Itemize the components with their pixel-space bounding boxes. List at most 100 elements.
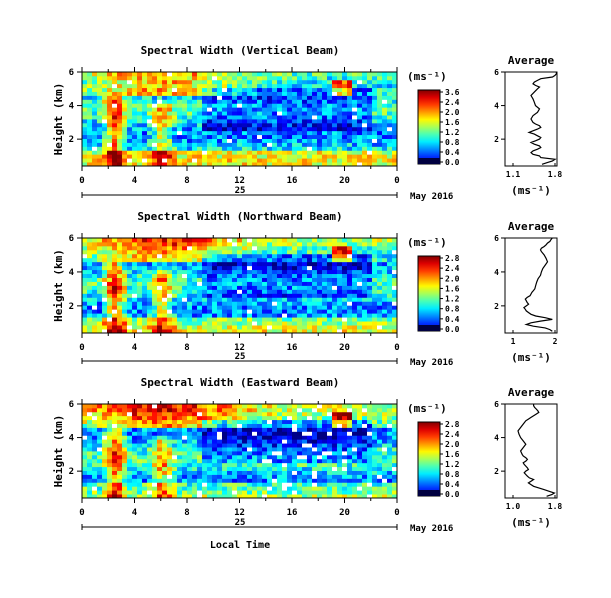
heatmap-cell (257, 99, 263, 104)
heatmap-cell (182, 253, 188, 259)
heatmap-cell (107, 111, 113, 116)
heatmap-cell (277, 107, 283, 112)
heatmap-cell (292, 470, 298, 475)
heatmap-cell (372, 439, 378, 444)
colorbar-tick-label: 0.4 (445, 480, 460, 489)
heatmap-cell (162, 494, 168, 499)
heatmap-cell (267, 404, 273, 409)
heatmap-cell (382, 103, 388, 108)
heatmap-cell (242, 486, 248, 491)
heatmap-cell (367, 122, 373, 128)
heatmap-cell (317, 75, 323, 81)
heatmap-cell (102, 321, 108, 326)
heatmap-cell (182, 87, 188, 92)
heatmap-cell (337, 126, 343, 132)
heatmap-cell (312, 265, 318, 271)
heatmap-cell (352, 439, 358, 444)
heatmap-cell (92, 293, 98, 298)
heatmap-cell (337, 329, 343, 334)
heatmap-cell (167, 454, 173, 460)
heatmap-cell (177, 478, 183, 483)
heatmap-cell (352, 91, 358, 96)
heatmap-cell (347, 431, 353, 436)
average-x-tick-label: 1.8 (548, 502, 563, 511)
heatmap-cell (297, 277, 303, 282)
heatmap-cell (197, 313, 203, 318)
heatmap-cell (137, 470, 143, 475)
heatmap-cell (102, 443, 108, 448)
heatmap-cell (162, 289, 168, 294)
heatmap-cell (247, 454, 253, 460)
heatmap-cell (187, 265, 193, 271)
heatmap-cell (207, 99, 213, 104)
heatmap-cell (187, 162, 193, 167)
heatmap-cell (172, 470, 178, 475)
heatmap-cell (197, 241, 203, 247)
heatmap-cell (372, 293, 378, 298)
heatmap-cell (262, 261, 268, 267)
heatmap-cell (172, 415, 178, 421)
heatmap-cell (297, 99, 303, 104)
heatmap-cell (377, 439, 383, 444)
heatmap-cell (262, 419, 268, 424)
heatmap-cell (332, 122, 338, 128)
heatmap-cell (372, 103, 378, 108)
heatmap-cell (312, 411, 318, 417)
heatmap-cell (327, 466, 333, 471)
heatmap-cell (92, 435, 98, 440)
heatmap-cell (242, 281, 248, 286)
heatmap-cell (232, 305, 238, 310)
heatmap-cell (197, 150, 203, 155)
heatmap-cell (327, 245, 333, 251)
heatmap-cell (192, 142, 198, 147)
heatmap-cell (262, 411, 268, 417)
heatmap-cell (307, 277, 313, 282)
heatmap-cell (357, 490, 363, 495)
heatmap-cell (172, 257, 178, 263)
heatmap-cell (202, 257, 208, 263)
heatmap-cell (197, 111, 203, 116)
heatmap-cell (247, 273, 253, 278)
heatmap-cell (147, 317, 153, 322)
heatmap-cell (97, 313, 103, 318)
heatmap-cell (142, 458, 148, 464)
heatmap-cell (272, 474, 278, 479)
heatmap-cell (212, 158, 218, 163)
heatmap-cell (372, 142, 378, 147)
heatmap-cell (302, 482, 308, 487)
heatmap-cell (172, 494, 178, 499)
heatmap-cell (392, 325, 398, 330)
heatmap-cell (182, 281, 188, 286)
heatmap-cell (372, 325, 378, 330)
heatmap-cell (202, 454, 208, 460)
heatmap-cell (252, 439, 258, 444)
heatmap-cell (192, 75, 198, 81)
heatmap-cell (262, 458, 268, 464)
heatmap-cell (122, 115, 128, 120)
heatmap-cell (327, 154, 333, 159)
heatmap-cell (302, 107, 308, 112)
heatmap-cell (327, 470, 333, 475)
heatmap-cell (267, 439, 273, 444)
heatmap-cell (392, 257, 398, 263)
heatmap-cell (352, 253, 358, 259)
heatmap-cell (322, 301, 328, 306)
heatmap-cell (277, 115, 283, 120)
heatmap-cell (292, 158, 298, 163)
heatmap-cell (192, 122, 198, 128)
heatmap-cell (192, 321, 198, 326)
heatmap-cell (277, 261, 283, 267)
heatmap-cell (182, 478, 188, 483)
heatmap-cell (357, 329, 363, 334)
heatmap-cell (387, 241, 393, 247)
heatmap-cell (232, 329, 238, 334)
heatmap-cell (262, 447, 268, 452)
heatmap-cell (312, 150, 318, 155)
heatmap-cell (347, 486, 353, 491)
heatmap-cell (392, 158, 398, 163)
heatmap-cell (132, 494, 138, 499)
heatmap-cell (267, 91, 273, 96)
heatmap-cell (357, 458, 363, 464)
heatmap-cell (277, 95, 283, 100)
heatmap-cell (157, 99, 163, 104)
